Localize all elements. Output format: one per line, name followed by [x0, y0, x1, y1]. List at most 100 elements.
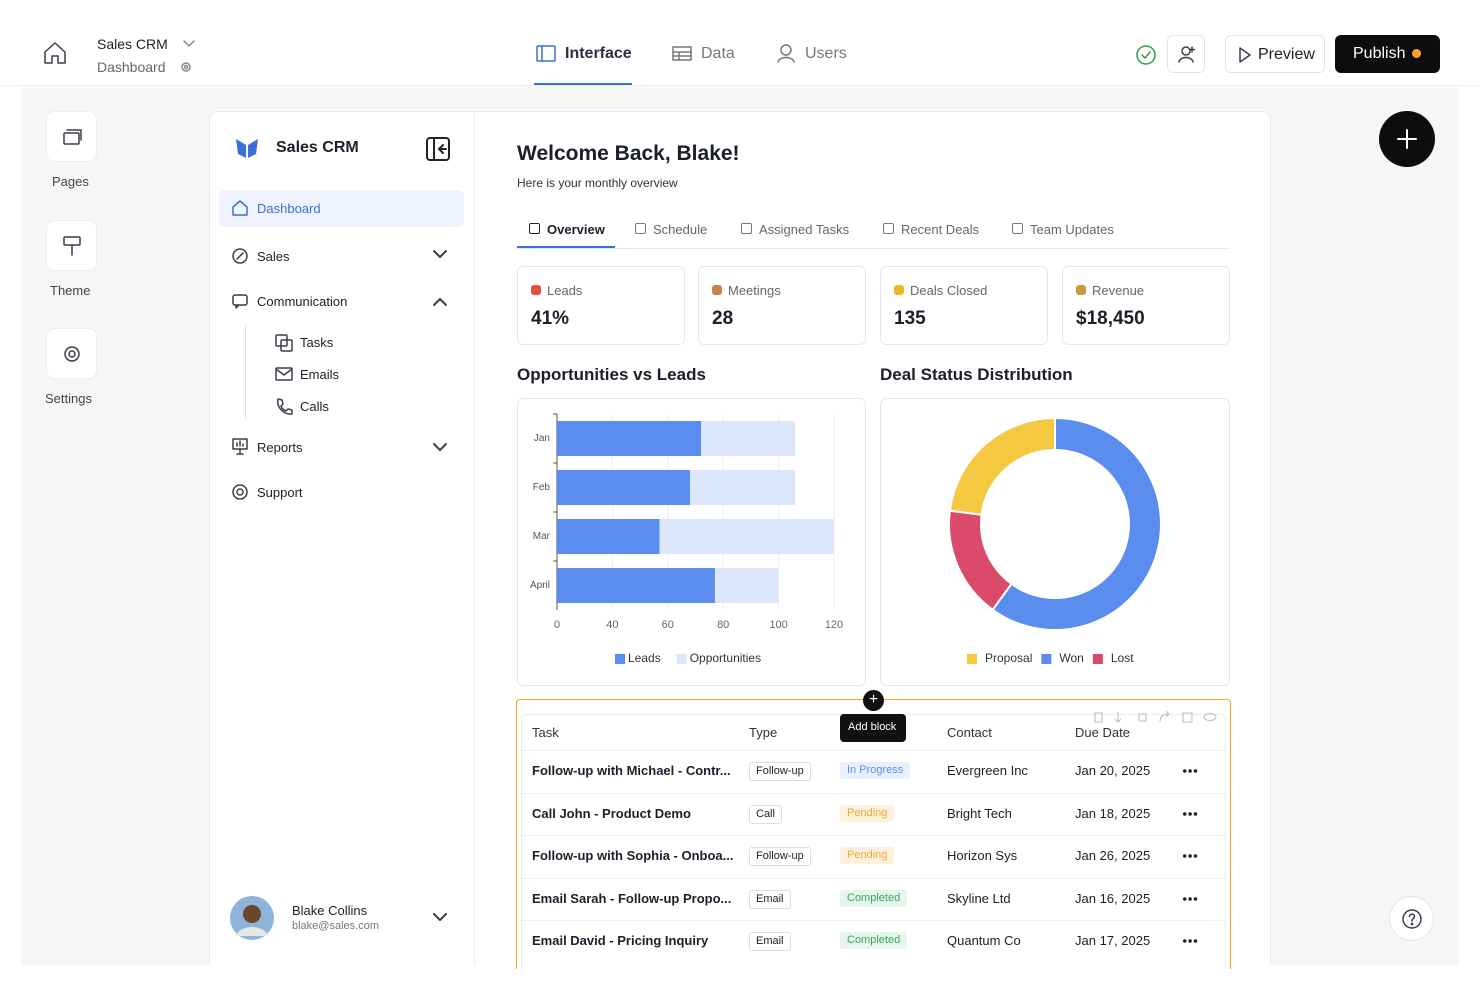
- chevron[interactable]: [433, 913, 447, 922]
- user-plus-icon: [1178, 46, 1196, 63]
- container: [232, 248, 248, 264]
- status-badge: In Progress: [840, 762, 911, 779]
- nav-subitem[interactable]: Tasks: [300, 335, 334, 350]
- rail-button[interactable]: [46, 111, 97, 162]
- container: [280, 339, 293, 352]
- add-button[interactable]: [1379, 111, 1435, 167]
- x-tick-label: 0: [554, 619, 560, 631]
- due-cell: Jan 20, 2025: [1075, 763, 1151, 778]
- type-badge: Follow-up: [749, 847, 811, 866]
- bar: [557, 421, 702, 456]
- contact-cell: Bright Tech: [947, 805, 1012, 821]
- brand-logo: [236, 139, 258, 158]
- container: [1138, 713, 1147, 722]
- nav-subitem[interactable]: Emails: [300, 367, 340, 382]
- nav-item[interactable]: Communication: [257, 294, 348, 309]
- container: [232, 484, 248, 500]
- container: [183, 64, 189, 70]
- reports-icon: [232, 438, 248, 455]
- container: [1114, 712, 1122, 723]
- tab-icon: [741, 223, 752, 234]
- stat-card: Revenue $18,450: [1062, 266, 1230, 345]
- nav-tab[interactable]: Users: [805, 45, 847, 62]
- stat-value: 135: [894, 308, 926, 329]
- rail-button[interactable]: [46, 220, 97, 271]
- row-menu[interactable]: [1182, 769, 1198, 773]
- tooltip: Add block: [840, 714, 906, 742]
- legend-label: Opportunities: [690, 651, 761, 665]
- preview-button[interactable]: Preview: [1225, 35, 1325, 73]
- content-tab[interactable]: Assigned Tasks: [759, 222, 850, 237]
- container: [672, 46, 692, 61]
- nav-tab[interactable]: Interface: [565, 45, 632, 62]
- column-header: Due Date: [1075, 725, 1130, 740]
- container: [1094, 712, 1103, 723]
- rail-button[interactable]: [46, 328, 97, 379]
- nav-subitem[interactable]: Calls: [300, 399, 329, 414]
- nav-item[interactable]: Dashboard: [257, 201, 321, 216]
- type-badge: Email: [749, 889, 791, 909]
- stat-value: 28: [712, 308, 734, 329]
- legend-label: Lost: [1111, 651, 1134, 665]
- status-badge: Completed: [840, 932, 908, 949]
- nav-item[interactable]: Reports: [257, 440, 303, 455]
- tab-icon: [529, 223, 540, 234]
- chevron[interactable]: [433, 297, 447, 306]
- theme-icon: [63, 236, 81, 256]
- publish-button[interactable]: Publish: [1335, 35, 1440, 73]
- nav-active[interactable]: [219, 190, 464, 227]
- container: [433, 913, 447, 921]
- legend-swatch: [967, 654, 977, 664]
- preview-label: Preview: [1258, 46, 1315, 63]
- stat-icon: [894, 285, 904, 295]
- stat-card: Meetings 28: [698, 266, 866, 345]
- home-icon[interactable]: [42, 40, 68, 66]
- type-badge: Follow-up: [749, 762, 811, 781]
- status-badge: Pending: [840, 804, 895, 822]
- status-badge: Pending: [840, 847, 895, 864]
- container: [44, 42, 66, 64]
- dashboard-icon: [232, 200, 248, 216]
- x-tick-label: 60: [662, 619, 674, 631]
- task-cell: Email David - Pricing Inquiry: [532, 933, 709, 948]
- donut-segment: [948, 509, 1013, 612]
- share-button[interactable]: [1167, 35, 1205, 73]
- nav-item[interactable]: Support: [257, 485, 303, 500]
- nav-item[interactable]: Sales: [257, 249, 290, 264]
- row-menu[interactable]: [1182, 811, 1198, 816]
- add-block-handle[interactable]: +: [863, 690, 884, 711]
- row-menu[interactable]: [1182, 854, 1198, 858]
- donut-chart: Proposal Won Lost: [948, 416, 1162, 665]
- rail-label: Theme: [50, 283, 91, 298]
- gear-icon[interactable]: [180, 61, 192, 73]
- chevron[interactable]: [433, 250, 447, 259]
- content-tab[interactable]: Recent Deals: [901, 222, 980, 237]
- chevron[interactable]: [183, 40, 195, 48]
- block-toolbar[interactable]: [1087, 708, 1219, 728]
- row-menu[interactable]: [1182, 939, 1198, 943]
- x-tick-label: 80: [717, 619, 729, 631]
- container: [275, 368, 293, 376]
- nav-tab[interactable]: Data: [701, 45, 735, 62]
- container: [1239, 47, 1251, 63]
- chevron[interactable]: [433, 443, 447, 452]
- due-cell: Jan 26, 2025: [1075, 848, 1151, 863]
- collapse-icon[interactable]: [426, 137, 450, 161]
- content-tab[interactable]: Overview: [547, 222, 605, 237]
- container: [276, 398, 293, 415]
- content-tab[interactable]: Schedule: [653, 222, 708, 237]
- tree-line: [245, 326, 246, 418]
- phone-icon: [276, 398, 293, 415]
- row-menu[interactable]: [1182, 896, 1198, 901]
- container: [236, 139, 258, 158]
- content-tab[interactable]: Team Updates: [1030, 222, 1114, 237]
- column-header: Contact: [947, 725, 992, 740]
- help-button[interactable]: [1389, 896, 1434, 941]
- tab-underline: [517, 246, 615, 248]
- container: [672, 51, 692, 61]
- tab-icon: [1012, 223, 1023, 234]
- container: [1136, 45, 1156, 65]
- container: [236, 927, 268, 936]
- y-tick-label: April: [530, 580, 550, 591]
- container: [1410, 922, 1414, 926]
